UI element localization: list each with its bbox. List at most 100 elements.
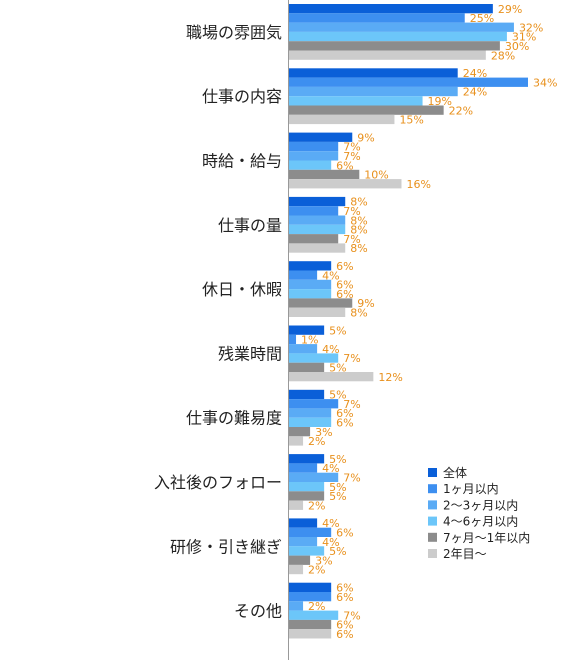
bar xyxy=(289,491,325,501)
value-label: 1% xyxy=(301,334,318,347)
category-label: 休日・休暇 xyxy=(202,280,282,299)
bar xyxy=(289,353,339,363)
bar xyxy=(289,179,402,189)
bar xyxy=(289,417,332,427)
value-label: 34% xyxy=(533,76,557,89)
bar xyxy=(289,68,458,78)
value-label: 7% xyxy=(343,609,360,622)
bar xyxy=(289,4,493,14)
bar xyxy=(289,141,339,152)
bar xyxy=(289,261,332,271)
legend-swatch xyxy=(428,468,437,477)
value-label: 4% xyxy=(322,269,339,282)
value-label: 6% xyxy=(336,288,353,301)
value-label: 8% xyxy=(350,242,367,255)
bar xyxy=(289,454,325,464)
value-label: 4% xyxy=(322,462,339,475)
category-label: 仕事の量 xyxy=(218,216,282,235)
bar xyxy=(289,555,311,565)
category-label: 研修・引き継ぎ xyxy=(170,537,282,556)
bar xyxy=(289,629,332,639)
bar xyxy=(289,582,332,592)
bar xyxy=(289,298,353,308)
bar xyxy=(289,206,339,216)
value-label: 9% xyxy=(357,297,374,310)
bar xyxy=(289,289,332,299)
value-label: 7% xyxy=(343,205,360,218)
category-label: 入社後のフォロー xyxy=(154,473,282,492)
legend-label: 1ヶ月以内 xyxy=(443,482,499,496)
value-label: 8% xyxy=(350,224,367,237)
value-label: 6% xyxy=(336,159,353,172)
bar xyxy=(289,482,325,492)
value-label: 5% xyxy=(329,453,346,466)
bar xyxy=(289,234,339,244)
value-label: 8% xyxy=(350,214,367,227)
value-label: 5% xyxy=(329,545,346,558)
legend-swatch xyxy=(428,500,437,510)
value-label: 15% xyxy=(399,114,423,127)
bar xyxy=(289,344,318,354)
value-label: 8% xyxy=(350,196,367,209)
bar xyxy=(289,537,318,547)
bar xyxy=(289,50,486,60)
value-label: 10% xyxy=(364,169,388,182)
bar xyxy=(289,22,514,32)
bar xyxy=(289,408,332,418)
bar xyxy=(289,41,500,51)
value-label: 7% xyxy=(343,141,360,154)
bar xyxy=(289,96,423,106)
value-label: 2% xyxy=(308,499,325,512)
value-label: 6% xyxy=(336,260,353,273)
value-label: 5% xyxy=(329,481,346,494)
value-label: 24% xyxy=(463,67,487,80)
bar xyxy=(289,564,304,575)
value-label: 4% xyxy=(322,343,339,356)
category-labels-group: 職場の雰囲気仕事の内容時給・給与仕事の量休日・休暇残業時間仕事の難易度入社後のフ… xyxy=(154,23,282,621)
legend-label: 2年目～ xyxy=(443,547,487,561)
bar xyxy=(289,215,346,225)
bar xyxy=(289,224,346,235)
legend-label: 全体 xyxy=(443,465,467,480)
legend-label: 2～3ヶ月以内 xyxy=(443,498,518,512)
value-label: 2% xyxy=(308,435,325,448)
bar xyxy=(289,151,339,161)
bar xyxy=(289,105,444,115)
value-label: 5% xyxy=(329,324,346,337)
value-label: 6% xyxy=(336,417,353,430)
value-label: 7% xyxy=(343,150,360,163)
value-label: 6% xyxy=(336,407,353,420)
bar xyxy=(289,325,325,335)
category-label: 仕事の難易度 xyxy=(186,409,282,428)
bar xyxy=(289,86,458,97)
bar xyxy=(289,160,332,170)
value-label: 7% xyxy=(343,352,360,365)
bar xyxy=(289,472,339,482)
bar xyxy=(289,399,339,409)
category-label: 残業時間 xyxy=(218,344,282,363)
legend-label: 4～6ヶ月以内 xyxy=(443,515,518,529)
value-label: 9% xyxy=(357,131,374,144)
value-label: 7% xyxy=(343,233,360,246)
bar xyxy=(289,500,304,510)
bar xyxy=(289,243,346,253)
bar xyxy=(289,610,339,620)
value-label: 8% xyxy=(350,307,367,320)
value-label: 31% xyxy=(512,31,536,44)
value-label: 16% xyxy=(406,178,430,191)
value-label: 6% xyxy=(336,279,353,292)
value-label: 6% xyxy=(336,628,353,641)
legend-swatch xyxy=(428,516,437,526)
bar xyxy=(289,372,374,382)
bar xyxy=(289,334,297,345)
value-label: 19% xyxy=(428,95,452,108)
legend: 全体 1ヶ月以内 2～3ヶ月以内 4～6ヶ月以内 7ヶ月～1年以内 2年目～ xyxy=(428,465,530,561)
bar xyxy=(289,518,318,528)
legend-label: 7ヶ月～1年以内 xyxy=(443,531,530,545)
category-label: 仕事の内容 xyxy=(202,87,282,106)
value-label: 6% xyxy=(336,527,353,540)
value-label: 25% xyxy=(470,12,494,25)
value-label: 29% xyxy=(498,3,522,16)
bar xyxy=(289,601,304,611)
